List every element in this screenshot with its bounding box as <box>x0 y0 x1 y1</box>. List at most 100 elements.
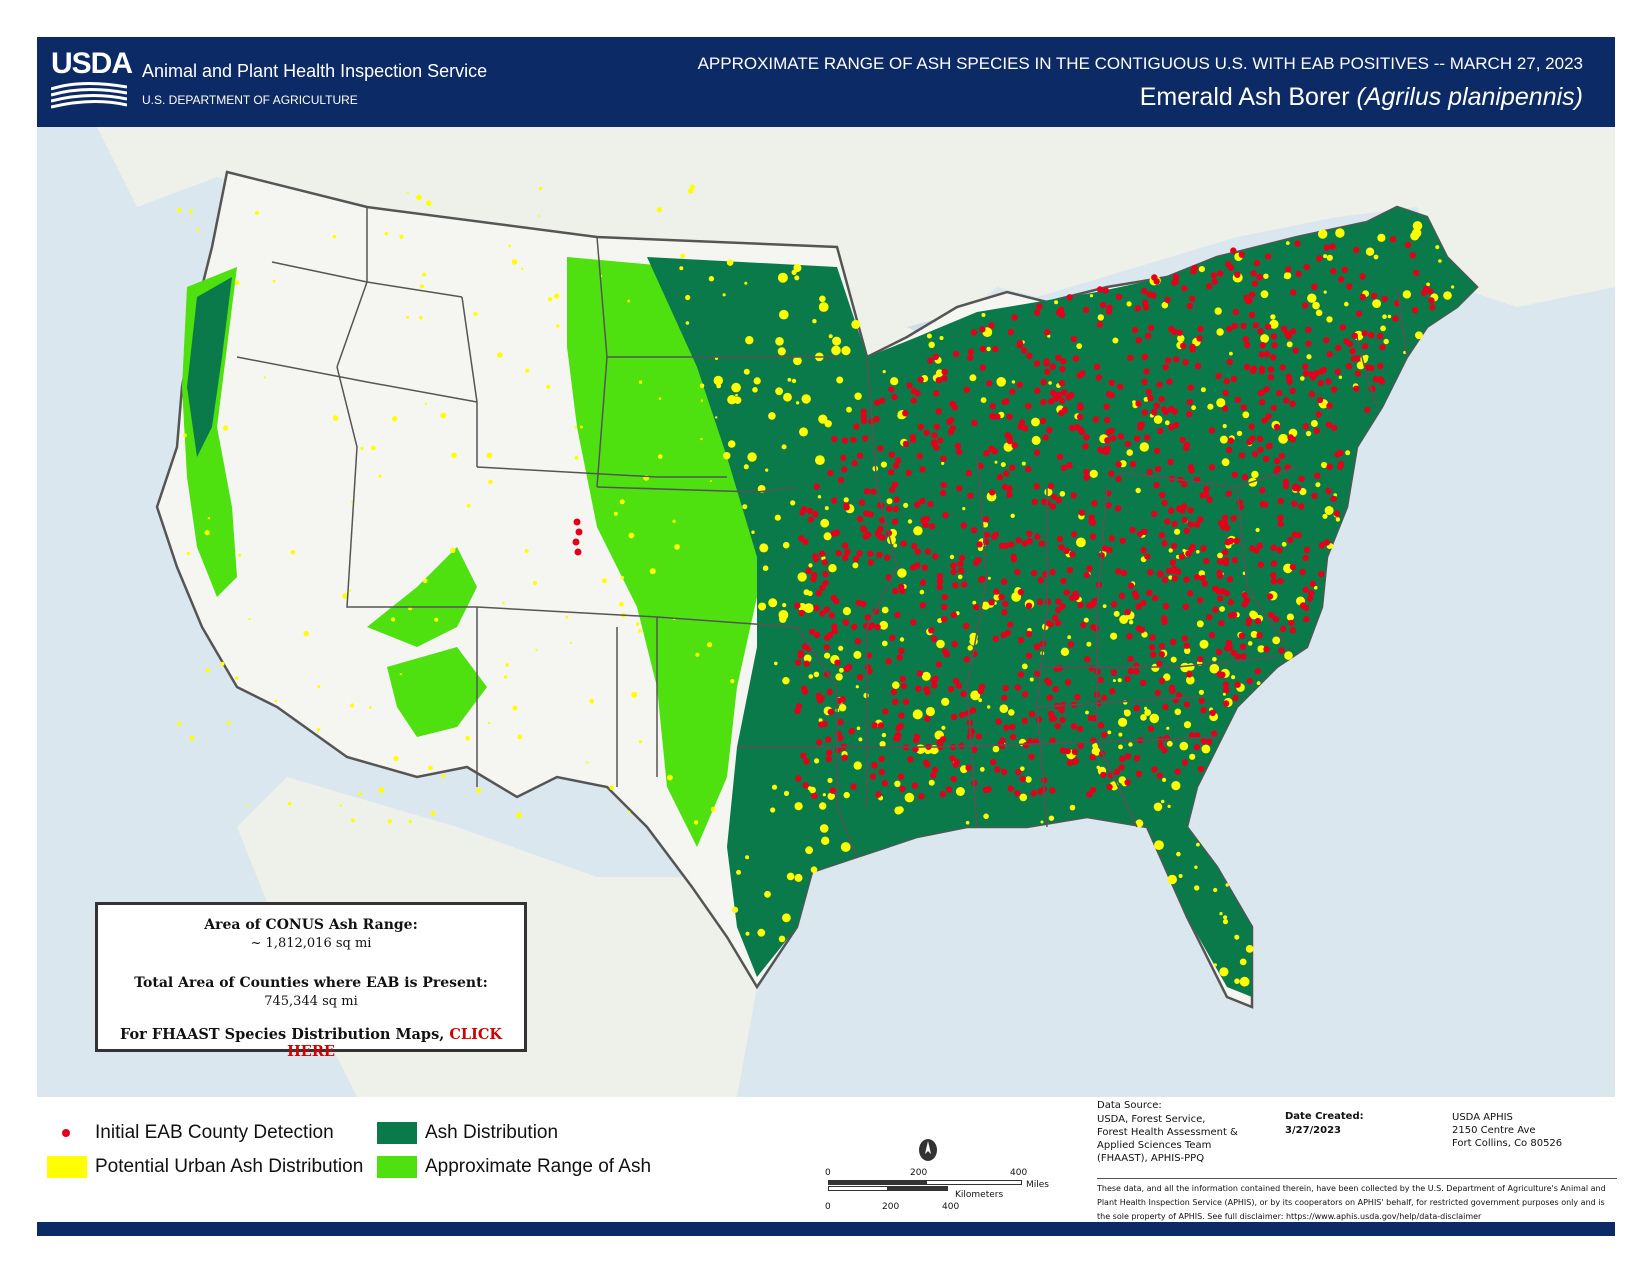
eab-detection-dot <box>823 644 830 651</box>
eab-detection-dot <box>1330 495 1337 502</box>
urban-ash-patch <box>1069 804 1076 811</box>
click-here-link[interactable]: CLICK HERE <box>287 1026 503 1060</box>
eab-detection-dot <box>1254 617 1262 625</box>
eab-detection-dot <box>1303 615 1310 623</box>
urban-ash-patch <box>999 704 1009 713</box>
eab-detection-dot <box>1289 328 1297 335</box>
eab-detection-dot <box>1136 530 1144 538</box>
eab-detection-dot <box>1298 503 1305 510</box>
urban-ash-patch <box>416 194 422 201</box>
eab-detection-dot <box>840 454 847 462</box>
urban-ash-patch <box>928 779 935 786</box>
urban-ash-patch <box>723 452 731 460</box>
eab-detection-dot <box>1049 503 1056 510</box>
eab-detection-dot <box>1150 292 1157 299</box>
urban-ash-patch <box>1318 229 1328 239</box>
urban-ash-patch <box>1153 415 1163 424</box>
urban-ash-patch <box>786 872 795 881</box>
eab-detection-dot <box>916 670 923 677</box>
urban-ash-patch <box>777 272 788 283</box>
us-map[interactable] <box>37 127 1615 1097</box>
eab-detection-dot <box>1310 374 1317 381</box>
eab-detection-dot <box>1295 270 1302 277</box>
urban-ash-patch <box>1222 424 1227 429</box>
eab-detection-dot <box>1115 568 1122 575</box>
eab-detection-dot <box>952 350 960 358</box>
urban-ash-patch <box>745 931 750 936</box>
urban-ash-patch <box>579 425 583 429</box>
eab-detection-dot <box>916 452 923 460</box>
map-frame[interactable] <box>37 127 1615 1097</box>
eab-detection-dot <box>1138 421 1145 428</box>
urban-ash-patch <box>609 785 615 790</box>
eab-detection-dot <box>1175 692 1183 699</box>
eab-detection-dot <box>1169 687 1176 695</box>
eab-detection-dot <box>1001 609 1008 616</box>
eab-detection-dot <box>1215 372 1222 380</box>
urban-ash-patch <box>1196 842 1200 847</box>
eab-detection-dot <box>967 348 975 356</box>
eab-detection-dot <box>819 610 826 617</box>
eab-detection-dot <box>1021 347 1028 354</box>
eab-detection-dot <box>1238 452 1246 459</box>
eab-detection-dot <box>1179 507 1186 514</box>
eab-detection-dot <box>892 462 900 469</box>
urban-ash-patch <box>419 284 424 289</box>
eab-detection-dot <box>1078 509 1086 516</box>
urban-ash-patch <box>1170 656 1177 663</box>
eab-detection-dot <box>1231 471 1239 478</box>
eab-detection-dot <box>991 448 999 455</box>
eab-detection-dot <box>885 658 892 665</box>
urban-ash-patch <box>434 617 439 622</box>
eab-detection-dot <box>1108 392 1115 399</box>
eab-detection-dot <box>1279 364 1286 371</box>
urban-ash-patch <box>745 336 754 345</box>
eab-detection-dot <box>888 386 895 393</box>
urban-ash-patch <box>1144 706 1148 711</box>
urban-ash-patch <box>1200 387 1206 393</box>
eab-detection-dot <box>1117 433 1125 440</box>
eab-detection-dot <box>1140 546 1147 554</box>
urban-ash-patch <box>1387 314 1392 319</box>
eab-detection-dot <box>1152 594 1159 602</box>
eab-detection-dot <box>1113 768 1121 775</box>
urban-ash-patch <box>358 792 363 796</box>
urban-ash-patch <box>1164 420 1170 426</box>
urban-ash-patch <box>1219 967 1229 977</box>
eab-detection-dot <box>1165 567 1173 575</box>
eab-detection-dot <box>1147 324 1155 332</box>
urban-ash-patch <box>1067 635 1072 640</box>
eab-detection-dot <box>1161 540 1168 547</box>
eab-detection-dot <box>891 481 899 488</box>
eab-detection-dot <box>1221 405 1229 412</box>
eab-detection-dot <box>1082 306 1090 314</box>
urban-ash-patch <box>425 200 432 206</box>
urban-ash-patch <box>779 309 789 320</box>
eab-detection-dot <box>1006 491 1013 498</box>
eab-detection-dot <box>1318 570 1325 578</box>
eab-detection-dot <box>1096 286 1104 293</box>
eab-detection-dot <box>931 766 939 774</box>
urban-ash-patch <box>351 500 354 503</box>
eab-detection-dot <box>1116 383 1124 390</box>
eab-detection-dot <box>1266 442 1273 450</box>
eab-detection-dot <box>1254 668 1262 675</box>
eab-detection-dot <box>963 386 970 393</box>
eab-detection-dot <box>949 425 956 432</box>
eab-detection-dot <box>1088 514 1095 521</box>
urban-ash-patch <box>1225 883 1229 887</box>
urban-ash-patch <box>1126 301 1132 307</box>
eab-detection-dot <box>1178 553 1186 560</box>
urban-ash-patch <box>1344 301 1349 307</box>
eab-detection-dot <box>1135 603 1142 610</box>
eab-detection-dot <box>1074 693 1081 701</box>
urban-ash-patch <box>981 601 990 610</box>
eab-detection-dot <box>1222 700 1230 707</box>
eab-detection-dot <box>979 364 986 371</box>
eab-detection-dot <box>1091 500 1098 507</box>
eab-detection-dot <box>953 759 960 766</box>
urban-ash-patch <box>782 677 790 685</box>
eab-detection-dot <box>924 689 931 696</box>
eab-detection-dot <box>1047 710 1055 717</box>
eab-detection-dot <box>1162 603 1170 610</box>
